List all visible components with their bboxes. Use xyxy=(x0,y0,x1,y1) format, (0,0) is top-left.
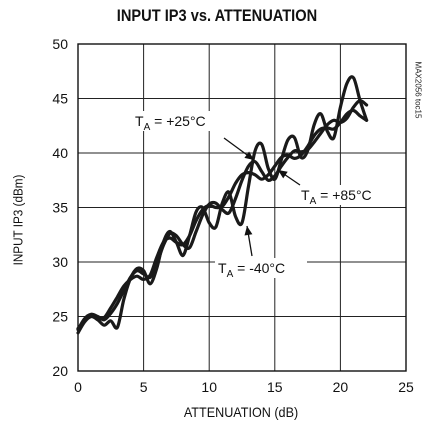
y-tick-label: 30 xyxy=(52,254,68,270)
annotation-25c: TA = +25°C xyxy=(135,113,206,133)
annotation-bg xyxy=(215,258,307,278)
x-axis-label: ATTENUATION (dB) xyxy=(183,404,299,420)
annotation-arrow-head xyxy=(244,226,253,236)
x-tick-label: 20 xyxy=(333,379,349,395)
y-tick-label: 20 xyxy=(52,363,68,379)
y-tick-label: 35 xyxy=(52,200,68,216)
y-tick-label: 40 xyxy=(52,145,68,161)
y-tick-label: 50 xyxy=(52,36,68,52)
chart-title: INPUT IP3 vs. ATTENUATION xyxy=(116,6,318,25)
annotation-arrow-head xyxy=(278,170,288,179)
plot-frame xyxy=(77,43,407,372)
x-tick-label: 25 xyxy=(398,379,414,395)
x-tick-label: 0 xyxy=(74,379,82,395)
annotation-bg xyxy=(132,111,224,131)
y-tick-label: 25 xyxy=(52,309,68,325)
annotation-bg xyxy=(298,185,390,205)
series-line-minus40c xyxy=(76,75,369,335)
x-tick-label: 10 xyxy=(201,379,217,395)
x-tick-label: 5 xyxy=(140,379,148,395)
annotation-arrow-head xyxy=(244,151,254,160)
annotation-85c: TA = +85°C xyxy=(301,187,372,207)
x-tick-label: 15 xyxy=(267,379,283,395)
annotation-minus40c: TA = -40°C xyxy=(218,260,285,280)
y-tick-label: 45 xyxy=(52,91,68,107)
series-line-25c xyxy=(76,99,369,332)
